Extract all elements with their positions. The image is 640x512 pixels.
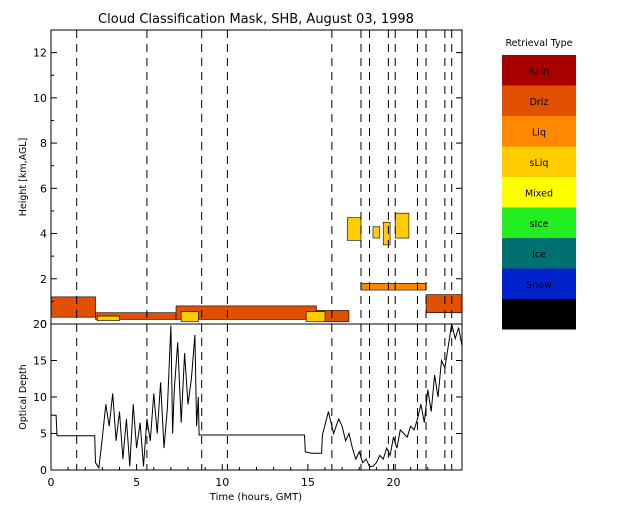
depth-tick-label-10: 10 [33,391,47,404]
legend-label-driz: Driz [530,97,549,108]
height-tick-label-2: 2 [40,273,47,286]
legend-swatch-uncrt [502,299,576,330]
legend-swatch-sice [502,207,576,238]
height-tick-label-4: 4 [40,228,47,241]
legend-label-ice: Ice [532,249,546,260]
legend-swatch-driz [502,85,576,116]
optical-depth-line [51,323,463,470]
cloud-region-sliq-5 [96,315,120,321]
cloud-mask-plot: 0 2 4 6 8 10 12 Height [km,AGL] [18,29,463,331]
legend-label-uncrt: Uncrt [526,310,552,321]
cloud-regions [50,212,463,323]
chart-title: Cloud Classification Mask, SHB, August 0… [98,12,414,27]
time-axis-label: Time (hours, GMT) [209,492,303,503]
time-tick-label-5: 5 [133,476,140,489]
cloud-region-liq-12 [360,282,427,291]
optical-depth-axis-label: Optical Depth [18,364,29,430]
height-tick-label-8: 8 [40,137,47,150]
legend-label-snow: Snow [526,280,552,291]
time-tick-label-10: 10 [215,476,229,489]
cloud-region-sliq-11 [394,212,410,239]
legend-label-mixed: Mixed [525,188,553,199]
height-axis-ticks: 0 2 4 6 8 10 12 [33,47,462,331]
cloud-region-sliq-6 [180,311,199,323]
depth-tick-label-20: 20 [33,318,47,331]
dashed-lines [76,30,453,324]
legend-swatch-sliq [502,146,576,177]
height-tick-label-6: 6 [40,182,47,195]
legend-swatch-snow [502,268,576,299]
time-tick-label-20: 20 [387,476,401,489]
depth-tick-label-15: 15 [33,355,47,368]
time-tick-label-0: 0 [48,476,55,489]
height-tick-label-0: 0 [40,318,47,331]
height-axis-label: Height [km,AGL] [18,138,29,217]
cloud-region-sliq-9 [372,226,381,239]
cloud-region-sliq-7 [305,311,326,323]
legend-label-rain: Rain [529,66,550,77]
optical-depth-axis-ticks: 0 5 10 15 20 [33,318,462,477]
cloud-region-driz-4 [425,294,463,313]
dashed-lines-lower [76,324,453,470]
depth-tick-label-5: 5 [40,428,47,441]
time-axis-ticks: 0 5 10 15 20 [48,464,446,489]
height-tick-label-12: 12 [33,47,47,60]
legend-swatch-ice [502,238,576,269]
legend-title: Retrieval Type [505,38,572,49]
cloud-mask-frame [50,29,463,325]
cloud-region-driz-0 [50,296,96,318]
legend-items: Rain Driz Liq sLiq Mixed sIce Ice Snow Uncrt [502,55,576,330]
depth-tick-label-0: 0 [40,464,47,477]
legend-swatch-rain [502,55,576,86]
legend-swatch-mixed [502,177,576,208]
height-tick-label-10: 10 [33,92,47,105]
legend-swatch-liq [502,116,576,147]
cloud-region-sliq-8 [346,217,362,241]
legend-label-sliq: sLiq [530,158,549,169]
legend-label-sice: sIce [530,219,549,230]
legend: Retrieval Type Rain Driz Liq sLiq Mixed sIce I… [502,38,576,330]
cloud-region-sliq-10 [382,221,391,246]
optical-depth-plot: 0 5 10 15 20 0 5 10 15 20 Optical Depth Time (ho… [18,318,463,503]
legend-label-liq: Liq [532,127,546,138]
time-tick-label-15: 15 [301,476,315,489]
